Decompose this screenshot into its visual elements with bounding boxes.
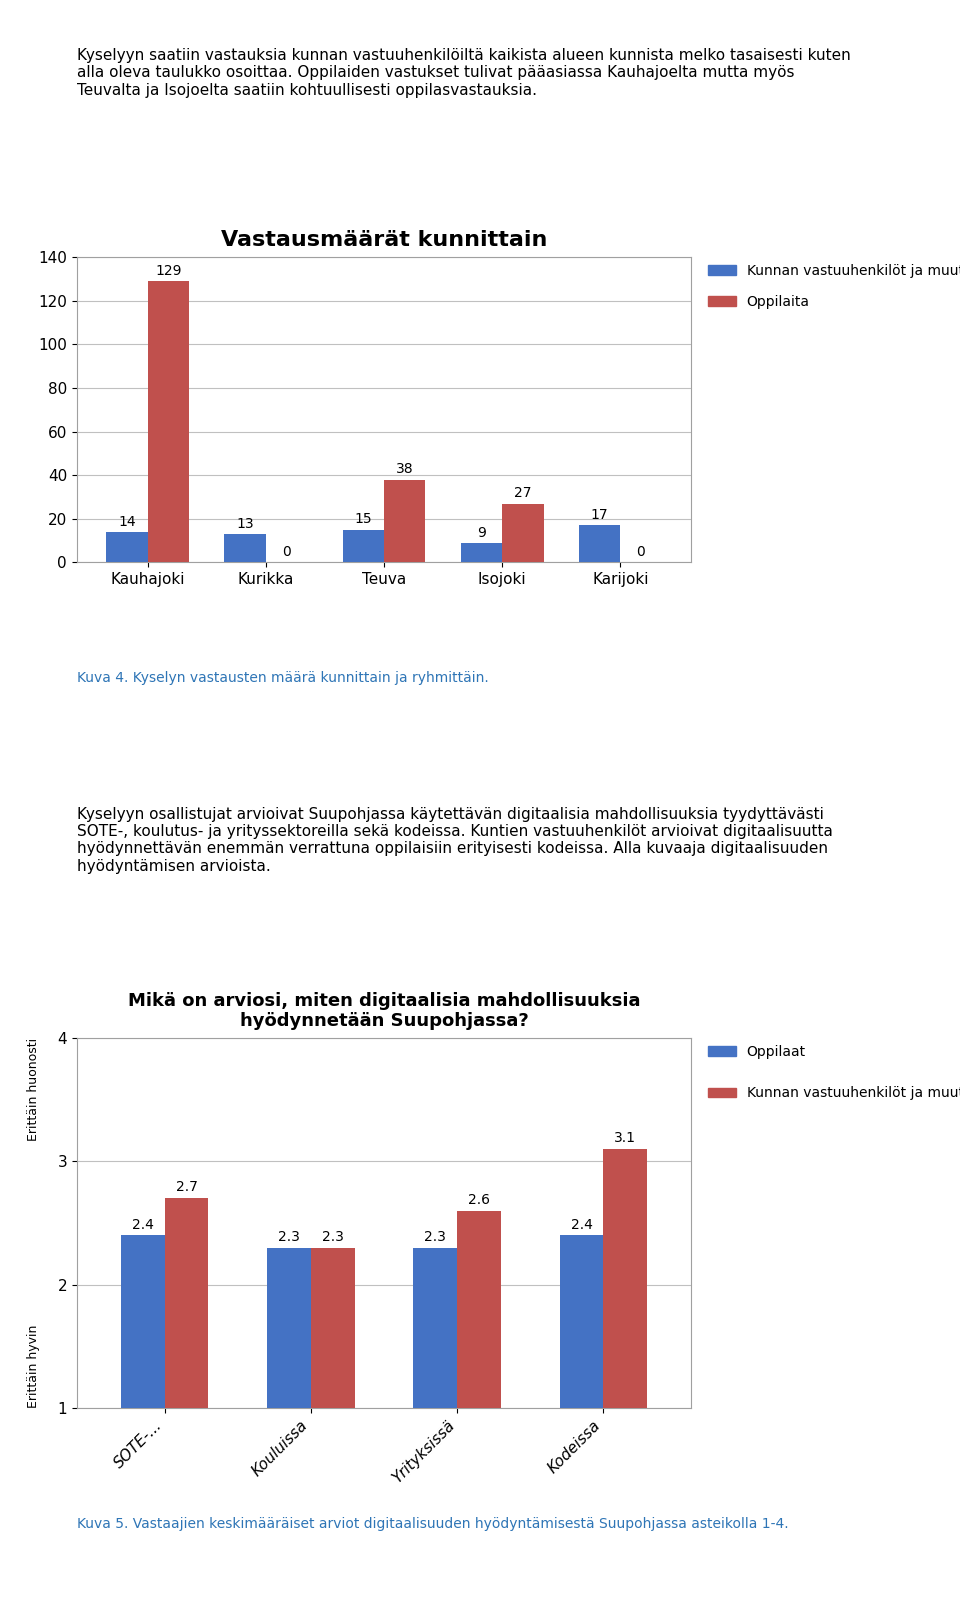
- Title: Vastausmäärät kunnittain: Vastausmäärät kunnittain: [221, 230, 547, 250]
- Text: Kuva 5. Vastaajien keskimääräiset arviot digitaalisuuden hyödyntämisestä Suupohj: Kuva 5. Vastaajien keskimääräiset arviot…: [77, 1517, 788, 1531]
- Text: 15: 15: [354, 512, 372, 526]
- Text: 14: 14: [118, 515, 135, 528]
- Text: 13: 13: [236, 517, 254, 531]
- Text: 2.3: 2.3: [424, 1230, 446, 1243]
- Legend: Oppilaat, Kunnan vastuuhenkilöt ja muut: Oppilaat, Kunnan vastuuhenkilöt ja muut: [708, 1045, 960, 1101]
- Bar: [604, 1149, 647, 1531]
- Bar: [560, 1235, 604, 1531]
- Text: 2.4: 2.4: [132, 1218, 154, 1232]
- Bar: [413, 1248, 457, 1531]
- Title: Mikä on arviosi, miten digitaalisia mahdollisuuksia
hyödynnetään Suupohjassa?: Mikä on arviosi, miten digitaalisia mahd…: [128, 992, 640, 1030]
- Text: 17: 17: [590, 509, 609, 522]
- Bar: [384, 480, 425, 563]
- Text: 38: 38: [396, 462, 414, 477]
- Bar: [121, 1235, 164, 1531]
- Bar: [267, 1248, 311, 1531]
- Bar: [461, 542, 502, 563]
- Text: Erittäin hyvin: Erittäin hyvin: [27, 1325, 40, 1408]
- Bar: [225, 534, 266, 563]
- Text: 9: 9: [477, 525, 486, 539]
- Bar: [343, 530, 384, 563]
- Text: Erittäin huonosti: Erittäin huonosti: [27, 1037, 40, 1141]
- Bar: [579, 525, 620, 563]
- Text: Kuva 4. Kyselyn vastausten määrä kunnittain ja ryhmittäin.: Kuva 4. Kyselyn vastausten määrä kunnitt…: [77, 672, 489, 685]
- Text: 2.3: 2.3: [278, 1230, 300, 1243]
- Bar: [164, 1198, 208, 1531]
- Bar: [107, 531, 148, 563]
- Text: 2.4: 2.4: [570, 1218, 592, 1232]
- Text: 3.1: 3.1: [614, 1131, 636, 1146]
- Text: Kyselyyn osallistujat arvioivat Suupohjassa käytettävän digitaalisia mahdollisuu: Kyselyyn osallistujat arvioivat Suupohja…: [77, 806, 832, 874]
- Text: 129: 129: [156, 264, 181, 278]
- Text: 2.7: 2.7: [176, 1181, 198, 1195]
- Text: 2.6: 2.6: [468, 1194, 491, 1206]
- Text: 2.3: 2.3: [322, 1230, 344, 1243]
- Text: 0: 0: [282, 546, 291, 558]
- Text: 27: 27: [515, 486, 532, 501]
- Bar: [148, 282, 189, 563]
- Bar: [502, 504, 543, 563]
- Bar: [457, 1211, 501, 1531]
- Legend: Kunnan vastuuhenkilöt ja muut, Oppilaita: Kunnan vastuuhenkilöt ja muut, Oppilaita: [708, 264, 960, 309]
- Bar: [311, 1248, 355, 1531]
- Text: Kyselyyn saatiin vastauksia kunnan vastuuhenkilöiltä kaikista alueen kunnista me: Kyselyyn saatiin vastauksia kunnan vastu…: [77, 48, 851, 98]
- Text: 0: 0: [636, 546, 645, 558]
